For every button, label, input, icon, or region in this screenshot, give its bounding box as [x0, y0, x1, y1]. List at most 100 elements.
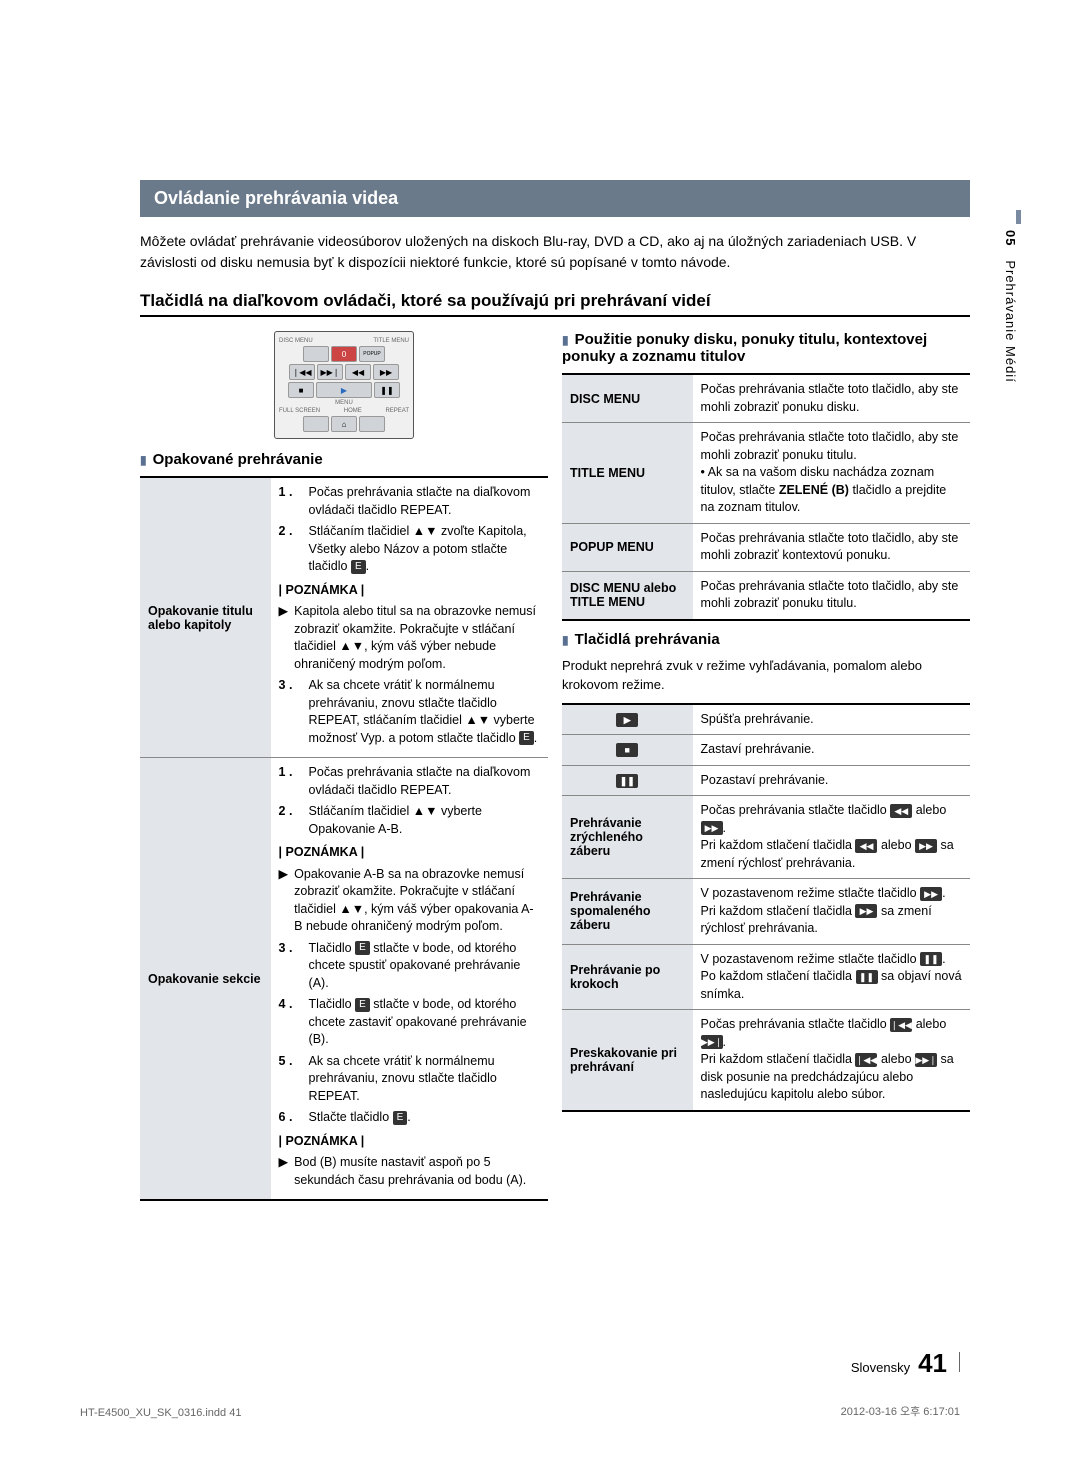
pause-text: Pozastaví prehrávanie.	[693, 765, 970, 796]
slow-text: V pozastavenom režime stlačte tlačidlo ▶…	[693, 879, 970, 945]
remote-label-disc-menu: DISC MENU	[279, 338, 313, 344]
menu-text-disc-title: Počas prehrávania stlačte toto tlačidlo,…	[693, 571, 970, 620]
page-number: 41	[918, 1348, 947, 1379]
page-footer: HT-E4500_XU_SK_0316.indd 41 Slovensky 41…	[0, 1403, 1080, 1419]
repeat-table: Opakovanie titulu alebo kapitoly 1 .Poča…	[140, 476, 548, 1201]
footer-left: HT-E4500_XU_SK_0316.indd 41	[80, 1407, 241, 1419]
remote-btn-rew: ◀◀	[345, 364, 371, 380]
subheading: Tlačidlá na diaľkovom ovládači, ktoré sa…	[140, 291, 970, 317]
footer-right-group: Slovensky 41	[851, 1348, 960, 1379]
skip-label: Preskakovanie pri prehrávaní	[562, 1010, 693, 1111]
table-row: DISC MENU Počas prehrávania stlačte toto…	[562, 374, 970, 423]
remote-btn-play: ▶	[316, 382, 372, 398]
slow-label: Prehrávanie spomaleného záberu	[562, 879, 693, 945]
skip-back-icon: ❘◀◀	[855, 1053, 877, 1067]
table-row: ▶ Spúšťa prehrávanie.	[562, 704, 970, 735]
stop-icon: ■	[616, 743, 638, 757]
remote-btn-popup: POPUP	[359, 346, 385, 362]
pause-icon-cell: ❚❚	[562, 765, 693, 796]
skip-fwd-icon: ▶▶❘	[701, 1035, 723, 1049]
right-column: Použitie ponuky disku, ponuky titulu, ko…	[562, 331, 970, 1201]
menu-label-disc: DISC MENU	[562, 374, 693, 423]
remote-diagram: DISC MENU TITLE MENU 0 POPUP ❘◀◀ ▶▶❘ ◀◀ …	[274, 331, 414, 439]
footer-timestamp: 2012-03-16 오후 6:17:01	[841, 1403, 960, 1419]
remote-label-home: HOME	[344, 408, 362, 414]
repeat-row2-content: 1 .Počas prehrávania stlačte na diaľkovo…	[271, 758, 548, 1201]
fast-text: Počas prehrávania stlačte tlačidlo ◀◀ al…	[693, 796, 970, 879]
table-row: ■ Zastaví prehrávanie.	[562, 735, 970, 766]
table-row: DISC MENU alebo TITLE MENU Počas prehráv…	[562, 571, 970, 620]
fast-label: Prehrávanie zrýchleného záberu	[562, 796, 693, 879]
table-row: Prehrávanie zrýchleného záberu Počas pre…	[562, 796, 970, 879]
remote-btn-blank3	[359, 416, 385, 432]
menu-text-title: Počas prehrávania stlačte toto tlačidlo,…	[693, 423, 970, 524]
remote-btn-zero: 0	[331, 346, 357, 362]
bullet-icon: ▶	[279, 1154, 289, 1189]
repeat-row1-content: 1 .Počas prehrávania stlačte na diaľkovo…	[271, 477, 548, 758]
menu-table: DISC MENU Počas prehrávania stlačte toto…	[562, 373, 970, 621]
play-icon: ▶	[616, 713, 638, 727]
pause-icon: ❚❚	[856, 970, 878, 984]
skip-back-icon: ❘◀◀	[890, 1018, 912, 1032]
remote-top-labels: DISC MENU TITLE MENU	[279, 338, 409, 344]
pause-icon: ❚❚	[616, 774, 638, 788]
section-header: Ovládanie prehrávania videa	[140, 180, 970, 217]
two-column-layout: DISC MENU TITLE MENU 0 POPUP ❘◀◀ ▶▶❘ ◀◀ …	[140, 331, 970, 1201]
remote-btn-next: ▶▶❘	[317, 364, 343, 380]
bullet-icon: ▶	[279, 866, 289, 936]
step-text: V pozastavenom režime stlačte tlačidlo ❚…	[693, 944, 970, 1010]
remote-btn-blank	[303, 346, 329, 362]
left-column: DISC MENU TITLE MENU 0 POPUP ❘◀◀ ▶▶❘ ◀◀ …	[140, 331, 548, 1201]
repeat-row2-label: Opakovanie sekcie	[140, 758, 271, 1201]
rew-icon: ◀◀	[890, 804, 912, 818]
remote-btn-pause: ❚❚	[374, 382, 400, 398]
enter-icon: E	[519, 731, 534, 745]
step-label: Prehrávanie po krokoch	[562, 944, 693, 1010]
note-label: | POZNÁMKA |	[279, 582, 540, 600]
stop-text: Zastaví prehrávanie.	[693, 735, 970, 766]
ff-icon: ▶▶	[855, 904, 877, 918]
stop-icon-cell: ■	[562, 735, 693, 766]
play-icon-cell: ▶	[562, 704, 693, 735]
remote-btn-prev: ❘◀◀	[289, 364, 315, 380]
table-row: Opakovanie sekcie 1 .Počas prehrávania s…	[140, 758, 548, 1201]
skip-fwd-icon: ▶▶❘	[915, 1053, 937, 1067]
menu-text-disc: Počas prehrávania stlačte toto tlačidlo,…	[693, 374, 970, 423]
remote-label-title-menu: TITLE MENU	[373, 338, 409, 344]
play-text: Spúšťa prehrávanie.	[693, 704, 970, 735]
remote-btn-ff: ▶▶	[373, 364, 399, 380]
ff-icon: ▶▶	[915, 839, 937, 853]
table-row: Preskakovanie pri prehrávaní Počas prehr…	[562, 1010, 970, 1111]
menu-label-title: TITLE MENU	[562, 423, 693, 524]
remote-btn-stop: ■	[288, 382, 314, 398]
enter-icon: E	[351, 560, 366, 574]
table-row: POPUP MENU Počas prehrávania stlačte tot…	[562, 523, 970, 571]
table-row: Prehrávanie spomaleného záberu V pozasta…	[562, 879, 970, 945]
page-content: Ovládanie prehrávania videa Môžete ovlád…	[0, 0, 1080, 1261]
remote-mid-label: MENU	[279, 400, 409, 406]
remote-btn-home: ⌂	[331, 416, 357, 432]
enter-icon: E	[393, 1111, 408, 1125]
note-label: | POZNÁMKA |	[279, 844, 540, 862]
ff-icon: ▶▶	[920, 887, 942, 901]
pause-icon: ❚❚	[920, 952, 942, 966]
footer-lang: Slovensky	[851, 1360, 910, 1375]
table-row: Opakovanie titulu alebo kapitoly 1 .Poča…	[140, 477, 548, 758]
menu-label-popup: POPUP MENU	[562, 523, 693, 571]
table-row: TITLE MENU Počas prehrávania stlačte tot…	[562, 423, 970, 524]
enter-icon: E	[355, 941, 370, 955]
menu-section-title: Použitie ponuky disku, ponuky titulu, ko…	[562, 331, 970, 365]
ff-icon: ▶▶	[701, 821, 723, 835]
repeat-section-title: Opakované prehrávanie	[140, 451, 548, 468]
menu-text-popup: Počas prehrávania stlačte toto tlačidlo,…	[693, 523, 970, 571]
playback-section-title: Tlačidlá prehrávania	[562, 631, 970, 648]
remote-label-fullscreen: FULL SCREEN	[279, 408, 320, 414]
enter-icon: E	[355, 998, 370, 1012]
repeat-row1-label: Opakovanie titulu alebo kapitoly	[140, 477, 271, 758]
intro-paragraph: Môžete ovládať prehrávanie videosúborov …	[140, 231, 970, 273]
skip-text: Počas prehrávania stlačte tlačidlo ❘◀◀ a…	[693, 1010, 970, 1111]
remote-label-repeat: REPEAT	[385, 408, 409, 414]
rew-icon: ◀◀	[855, 839, 877, 853]
table-row: ❚❚ Pozastaví prehrávanie.	[562, 765, 970, 796]
bullet-icon: ▶	[279, 603, 289, 673]
